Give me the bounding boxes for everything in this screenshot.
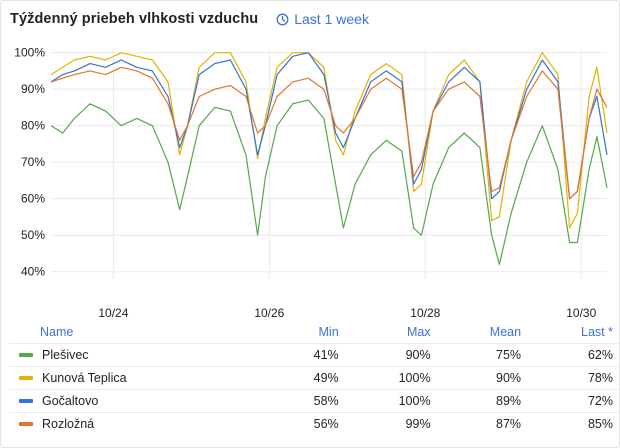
legend-row[interactable]: Plešivec 41% 90% 75% 62% <box>9 343 619 367</box>
chart-grid <box>51 49 607 279</box>
legend-max-value: 99% <box>344 412 437 435</box>
legend-col-mean[interactable]: Mean <box>489 324 522 339</box>
series-line-kunov-teplica <box>50 52 608 229</box>
legend-row[interactable]: Rozložná 56% 99% 87% 85% <box>9 412 619 435</box>
y-tick-label: 70% <box>21 155 45 169</box>
legend-col-name[interactable]: Name <box>40 324 74 339</box>
series-line-rozlo-n- <box>50 66 608 200</box>
legend-table: Name Min Max Mean Last * Plešivec 41% 90% 7… <box>1 322 619 435</box>
panel-title: Týždenný priebeh vlhkosti vzduchu <box>10 11 259 27</box>
legend-series-label: Gočaltovo <box>42 394 99 408</box>
legend-mean-value: 90% <box>436 366 528 390</box>
x-tick-label: 10/24 <box>98 306 128 320</box>
legend-max-value: 100% <box>344 366 437 390</box>
time-range-picker[interactable]: Last 1 week <box>276 11 369 27</box>
legend-series-name[interactable]: Gočaltovo <box>9 389 268 413</box>
legend-min-value: 56% <box>267 412 345 435</box>
legend-row[interactable]: Gočaltovo 58% 100% 89% 72% <box>9 389 619 413</box>
y-tick-label: 100% <box>14 46 45 60</box>
clock-icon <box>276 13 289 25</box>
time-range-label: Last 1 week <box>294 11 369 27</box>
chart-series <box>50 52 608 265</box>
legend-mean-value: 75% <box>436 343 528 367</box>
x-axis: 10/24 10/26 10/28 10/30 <box>98 306 596 320</box>
x-tick-label: 10/30 <box>566 306 596 320</box>
legend-series-label: Plešivec <box>42 348 89 362</box>
legend-last-value: 72% <box>527 389 619 413</box>
legend-col-min[interactable]: Min <box>318 324 339 339</box>
legend-series-name[interactable]: Plešivec <box>9 343 268 367</box>
legend-series-label: Kunová Teplica <box>42 371 127 385</box>
legend-col-last[interactable]: Last * <box>581 324 613 339</box>
y-tick-label: 90% <box>21 82 45 96</box>
legend-col-max[interactable]: Max <box>406 324 431 339</box>
legend-series-label: Rozložná <box>42 417 95 431</box>
x-tick-label: 10/26 <box>254 306 284 320</box>
series-line-go-altovo <box>50 52 608 200</box>
y-tick-label: 60% <box>21 192 45 206</box>
series-color-swatch <box>19 398 33 403</box>
legend-mean-value: 89% <box>436 389 528 413</box>
legend-series-name[interactable]: Kunová Teplica <box>9 366 268 390</box>
humidity-line-chart[interactable]: 40%50%60%70%80%90%100% 10/24 10/26 10/28 10… <box>1 37 619 322</box>
series-color-swatch <box>19 352 33 357</box>
y-tick-label: 50% <box>21 228 45 242</box>
legend-header-row: Name Min Max Mean Last * <box>9 322 619 344</box>
legend-max-value: 90% <box>344 343 437 367</box>
legend-last-value: 78% <box>527 366 619 390</box>
legend-min-value: 41% <box>267 343 345 367</box>
legend-mean-value: 87% <box>436 412 528 435</box>
legend-row[interactable]: Kunová Teplica 49% 100% 90% 78% <box>9 366 619 390</box>
legend-min-value: 49% <box>267 366 345 390</box>
panel-header: Týždenný priebeh vlhkosti vzduchu Last 1… <box>10 9 369 29</box>
x-tick-label: 10/28 <box>410 306 440 320</box>
y-tick-label: 40% <box>21 265 45 279</box>
legend-last-value: 85% <box>527 412 619 435</box>
legend-min-value: 58% <box>267 389 345 413</box>
y-tick-label: 80% <box>21 119 45 133</box>
series-color-swatch <box>19 421 33 426</box>
legend-last-value: 62% <box>527 343 619 367</box>
legend-max-value: 100% <box>344 389 437 413</box>
legend-series-name[interactable]: Rozložná <box>9 412 268 435</box>
series-color-swatch <box>19 375 33 380</box>
y-axis: 40% 50% 60% 70% 80% 90% 100% <box>14 46 45 279</box>
series-line-ple-ivec <box>50 99 608 265</box>
